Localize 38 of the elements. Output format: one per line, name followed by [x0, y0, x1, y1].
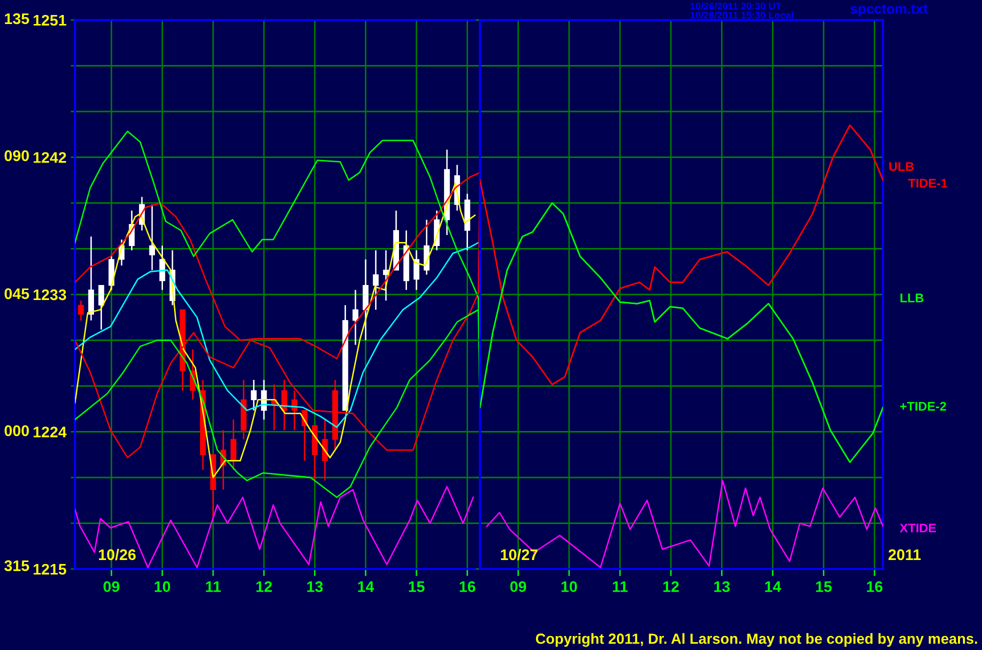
x-tick-label: 09	[104, 581, 120, 592]
text: 090	[4, 150, 29, 162]
y-tick-label: 1251	[34, 14, 66, 26]
x-tick-label: 10	[562, 581, 577, 592]
x-tick-label: 10	[154, 581, 170, 592]
text: 10/26/2011 20:30 UT	[690, 2, 782, 10]
text: spcctom.txt	[850, 4, 928, 16]
x-tick-label: 13	[714, 581, 730, 592]
x-tick-label: 11	[206, 581, 221, 592]
annotation: 10/26	[98, 548, 136, 560]
x-tick-label: 12	[256, 581, 272, 592]
x-tick-label: 11	[612, 581, 628, 592]
x-tick-label: 15	[408, 581, 425, 592]
x-tick-label: 15	[816, 581, 832, 592]
series-label: XTIDE	[900, 524, 936, 532]
text: LLB	[900, 294, 924, 302]
text: 2011	[888, 549, 921, 560]
text: 045	[4, 288, 30, 300]
x-tick-label: 16	[460, 581, 476, 592]
series-label: ULB	[889, 162, 914, 171]
x-tick-label: 14	[765, 581, 782, 592]
y-tick-label: 1242	[34, 152, 66, 163]
x-tick-label: 14	[358, 581, 374, 592]
series-label: +TIDE-2	[900, 402, 946, 411]
x-tick-label: 13	[307, 581, 323, 592]
y-tick-label: 1224	[34, 426, 67, 438]
text: 10/26/2011 15:30 Local	[690, 11, 794, 19]
y-tick-label: 1215	[34, 564, 66, 575]
x-tick-label: 16	[866, 581, 882, 592]
x-tick-label: 12	[663, 581, 679, 592]
text: TIDE-1	[908, 178, 948, 188]
annotation: 10/27	[500, 548, 538, 560]
text: Copyright 2011, Dr. Al Larson. May not be copied by any means.	[536, 633, 978, 647]
x-tick-label: 09	[510, 581, 526, 592]
text: 000	[4, 425, 29, 436]
text: 135	[4, 13, 30, 24]
text: 315	[4, 560, 30, 572]
y-tick-label: 1233	[34, 289, 66, 300]
